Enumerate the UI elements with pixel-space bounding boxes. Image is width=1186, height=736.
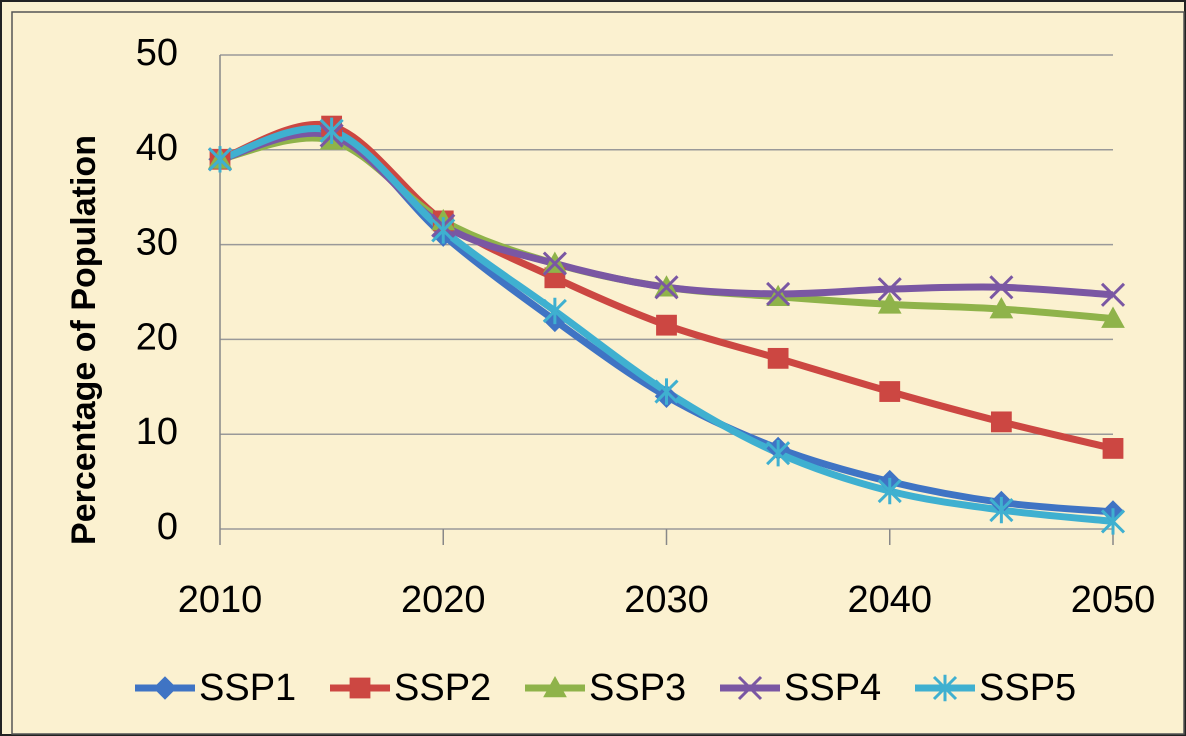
y-tick-label: 40	[136, 127, 178, 169]
marker-shape	[1101, 306, 1125, 328]
marker	[1102, 438, 1124, 459]
marker-shape	[654, 378, 679, 405]
marker-shape	[990, 411, 1012, 433]
x-tick-label: 2040	[847, 579, 932, 621]
marker-shape	[767, 347, 789, 369]
marker-shape	[877, 277, 902, 302]
x-tick-label: 2030	[624, 579, 709, 621]
marker-shape	[654, 275, 679, 300]
legend-label: SSP3	[589, 667, 686, 709]
marker-shape	[431, 217, 456, 244]
marker-shape	[1102, 438, 1124, 459]
marker	[542, 297, 567, 325]
marker	[319, 117, 344, 145]
marker-shape	[877, 292, 902, 314]
y-axis-title: Percentage of Population	[65, 135, 103, 545]
marker	[431, 217, 456, 244]
marker-shape	[766, 439, 791, 467]
marker	[654, 275, 679, 300]
marker	[153, 676, 177, 700]
x-tick-label: 2020	[401, 579, 486, 621]
y-tick-label: 30	[136, 222, 178, 264]
marker-shape	[989, 275, 1014, 300]
marker-shape	[932, 674, 958, 702]
legend-label: SSP4	[784, 667, 881, 709]
marker-shape	[879, 381, 901, 402]
marker	[989, 496, 1014, 524]
marker-shape	[1100, 282, 1126, 307]
marker	[349, 677, 371, 699]
y-tick-label: 20	[136, 316, 178, 358]
marker	[737, 675, 763, 701]
marker	[879, 381, 901, 402]
marker-shape	[319, 117, 344, 145]
marker	[767, 347, 789, 369]
series-line	[218, 125, 1114, 525]
marker	[766, 439, 791, 467]
marker	[543, 675, 567, 698]
marker-shape	[1100, 508, 1126, 535]
marker	[654, 378, 679, 405]
marker-shape	[989, 496, 1014, 524]
marker	[1101, 306, 1125, 328]
marker	[1100, 282, 1126, 307]
marker	[989, 297, 1014, 319]
legend-label: SSP1	[199, 667, 296, 709]
marker	[877, 277, 902, 302]
marker-shape	[737, 675, 763, 701]
marker-shape	[349, 677, 371, 699]
marker-shape	[766, 281, 791, 306]
y-tick-label: 50	[136, 32, 178, 74]
marker	[990, 411, 1012, 433]
legend-label: SSP2	[394, 667, 491, 709]
marker	[766, 281, 791, 306]
marker	[877, 477, 902, 505]
series-line	[218, 120, 1114, 452]
marker	[932, 674, 958, 702]
marker	[207, 146, 233, 173]
x-tick-label: 2010	[178, 579, 263, 621]
marker-shape	[543, 675, 567, 698]
y-tick-label: 0	[157, 506, 178, 548]
marker	[542, 251, 567, 276]
marker	[989, 275, 1014, 300]
marker	[656, 314, 677, 336]
plot-frame	[11, 11, 1185, 735]
marker-shape	[542, 297, 567, 325]
marker-shape	[207, 146, 233, 173]
marker-shape	[153, 676, 177, 700]
marker	[877, 292, 902, 314]
y-tick-label: 10	[136, 411, 178, 453]
marker	[1100, 508, 1126, 535]
legend-label: SSP5	[979, 667, 1076, 709]
x-tick-label: 2050	[1071, 579, 1156, 621]
marker-shape	[989, 297, 1014, 319]
marker-shape	[877, 477, 902, 505]
marker-shape	[656, 314, 677, 336]
marker-shape	[542, 251, 567, 276]
